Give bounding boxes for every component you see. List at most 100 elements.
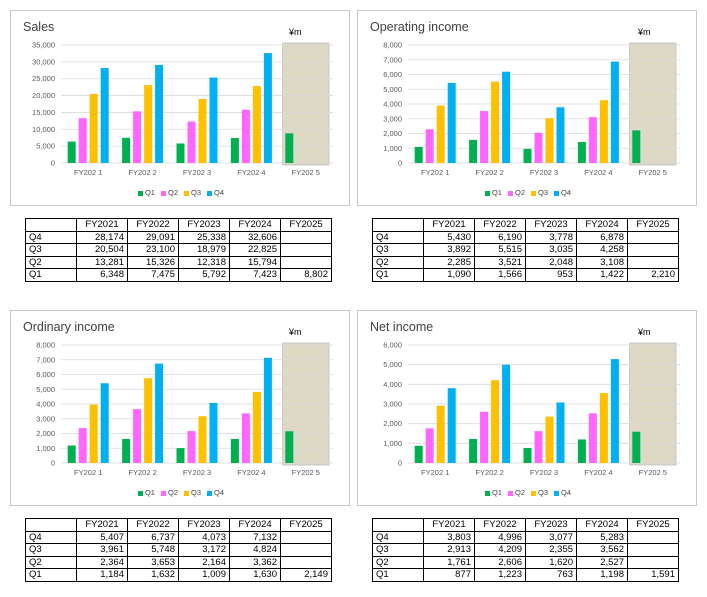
y-tick-label: 4,000 <box>383 380 402 389</box>
legend-swatch <box>160 490 166 496</box>
legend-label: Q2 <box>167 488 178 497</box>
y-tick-label: 0 <box>398 459 402 468</box>
bar-q1-fy2025 <box>285 133 294 163</box>
bar-q2-fy2021 <box>78 118 87 163</box>
sales-chart: Sales ¥m 0 5,000 10,000 15,000 20,000 25,000 3… <box>10 10 350 206</box>
table-cell <box>627 543 679 557</box>
table-header-cell: FY2025 <box>280 518 332 532</box>
bar-q3-fy2022 <box>144 85 153 163</box>
legend-item-q3: Q3 <box>531 188 548 197</box>
table-header-cell: FY2024 <box>229 218 281 232</box>
bar-q1-fy2022 <box>469 438 478 463</box>
table-row-label: Q1 <box>372 268 424 282</box>
table-cell: 15,794 <box>229 255 281 269</box>
table-cell: 5,430 <box>423 230 475 244</box>
table-cell: 3,961 <box>76 543 128 557</box>
table-row-label: Q1 <box>25 268 77 282</box>
y-tick-label: 4,000 <box>383 100 402 109</box>
bar-q4-fy2024 <box>610 61 619 163</box>
legend-swatch <box>184 490 189 496</box>
x-tick-label: FY202 5 <box>292 168 320 177</box>
table-header-cell: FY2024 <box>576 518 628 532</box>
table-cell: 22,825 <box>229 243 281 257</box>
y-tick-label: 30,000 <box>32 57 55 66</box>
table-row: Q3 20,504 23,100 18,979 22,825 <box>25 243 332 257</box>
bar-q2-fy2021 <box>425 129 434 163</box>
y-tick-label: 2,000 <box>383 129 402 138</box>
chart-legend: Q1 Q2 Q3 Q4 <box>358 188 698 197</box>
legend-swatch <box>484 490 490 496</box>
bar-q2-fy2023 <box>187 121 196 163</box>
table-row-label: Q4 <box>25 230 77 244</box>
table-header-cell: FY2023 <box>525 218 577 232</box>
net-income-data-table: FY2021 FY2022 FY2023 FY2024 FY2025 Q4 3,803 4,9… <box>372 518 679 582</box>
bar-q2-fy2022 <box>480 111 489 163</box>
legend-item-q2: Q2 <box>160 488 178 497</box>
table-cell: 2,913 <box>423 543 475 557</box>
table-row: Q2 2,364 3,653 2,164 3,362 <box>25 555 332 569</box>
table-header-cell: FY2023 <box>178 518 230 532</box>
table-cell: 15,326 <box>127 255 179 269</box>
table-row: Q3 3,961 5,748 3,172 4,824 <box>25 543 332 557</box>
x-tick-label: FY202 3 <box>183 468 211 477</box>
legend-label: Q2 <box>167 188 178 197</box>
ordinary-income-data-table: FY2021 FY2022 FY2023 FY2024 FY2025 Q4 5,407 6,7… <box>25 518 332 582</box>
table-row: Q3 3,892 5,515 3,035 4,258 <box>372 243 679 257</box>
table-cell: 20,504 <box>76 243 128 257</box>
net-income-chart-plot: 0 1,000 2,000 3,000 4,000 5,000 6,000 FY202 1 FY… <box>383 341 680 477</box>
table-cell: 2,285 <box>423 255 475 269</box>
y-tick-label: 10,000 <box>32 125 55 134</box>
bar-q2-fy2023 <box>534 431 543 463</box>
table-row-label: Q1 <box>372 568 424 582</box>
table-row-label: Q4 <box>25 530 77 544</box>
table-header-cell: FY2023 <box>525 518 577 532</box>
unit-label: ¥m <box>289 327 302 337</box>
net-income-chart: Net income ¥m 0 1,000 2,000 3,000 4,000 5,000… <box>357 310 697 506</box>
table-cell: 2,210 <box>627 268 679 282</box>
table-header-cell: FY2021 <box>423 518 475 532</box>
table-cell: 2,606 <box>474 555 526 569</box>
table-cell: 2,048 <box>525 255 577 269</box>
y-tick-label: 0 <box>51 159 55 168</box>
bar-q1-fy2024 <box>577 439 586 463</box>
table-cell: 6,190 <box>474 230 526 244</box>
bar-q4-fy2022 <box>502 71 511 163</box>
legend-item-q3: Q3 <box>184 188 201 197</box>
bar-q2-fy2024 <box>588 413 597 463</box>
legend-label: Q1 <box>144 488 155 497</box>
bar-q2-fy2022 <box>133 111 142 163</box>
x-tick-label: FY202 3 <box>530 168 558 177</box>
unit-label: ¥m <box>638 27 651 37</box>
table-cell <box>627 230 679 244</box>
table-cell: 3,077 <box>525 530 577 544</box>
unit-label: ¥m <box>638 327 651 337</box>
table-row: Q4 3,803 4,996 3,077 5,283 <box>372 530 679 544</box>
legend-item-q1: Q1 <box>484 188 502 197</box>
table-cell: 6,878 <box>576 230 628 244</box>
y-tick-label: 15,000 <box>32 108 55 117</box>
table-cell: 3,803 <box>423 530 475 544</box>
table-row-label: Q4 <box>372 530 424 544</box>
bar-q4-fy2021 <box>100 383 109 463</box>
legend-label: Q3 <box>538 488 549 497</box>
chart-legend: Q1 Q2 Q3 Q4 <box>11 488 351 497</box>
y-tick-label: 25,000 <box>32 74 55 83</box>
x-tick-label: FY202 1 <box>421 468 449 477</box>
table-cell: 4,258 <box>576 243 628 257</box>
table-cell: 1,630 <box>229 568 281 582</box>
y-tick-label: 3,000 <box>383 114 402 123</box>
table-cell: 1,090 <box>423 268 475 282</box>
table-cell <box>280 555 332 569</box>
bar-q1-fy2023 <box>523 148 532 163</box>
table-cell <box>280 530 332 544</box>
bar-q3-fy2023 <box>198 416 207 463</box>
y-tick-label: 3,000 <box>383 400 402 409</box>
y-tick-label: 4,000 <box>36 400 55 409</box>
table-row-label: Q4 <box>372 230 424 244</box>
bar-q2-fy2024 <box>588 117 597 163</box>
chart-title: Net income <box>370 320 434 334</box>
bar-q3-fy2022 <box>491 81 500 163</box>
x-tick-label: FY202 1 <box>74 168 102 177</box>
table-cell <box>280 243 332 257</box>
bar-q4-fy2024 <box>263 357 272 463</box>
